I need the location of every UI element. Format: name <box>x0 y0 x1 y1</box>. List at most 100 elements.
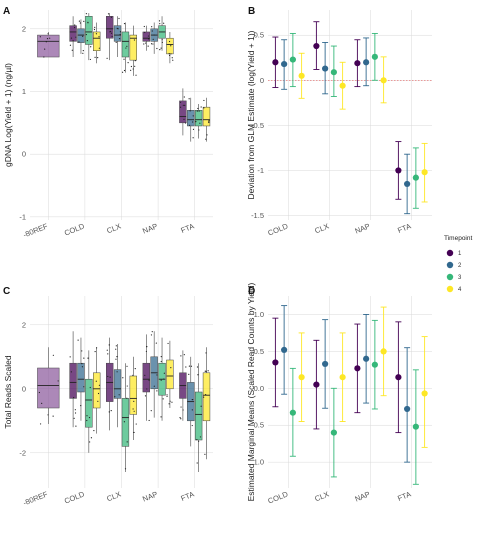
observation-point <box>208 121 210 123</box>
box-NAP-1 <box>142 25 150 51</box>
observation-point <box>188 124 191 126</box>
observation-point <box>126 397 128 399</box>
observation-point <box>75 36 77 38</box>
estimate-CLX-2 <box>322 41 329 95</box>
estimate-COLD-1 <box>272 36 279 88</box>
box-body <box>85 378 93 428</box>
x-tick-label: NAP <box>354 490 372 504</box>
observation-point <box>188 98 190 100</box>
observation-point <box>93 28 96 31</box>
observation-point <box>197 107 199 110</box>
observation-point <box>148 38 150 40</box>
y-tick-label: -1.5 <box>251 211 264 220</box>
box-CLX-2 <box>113 344 122 428</box>
observation-point <box>179 106 182 108</box>
observation-point <box>134 60 136 62</box>
observation-point <box>97 392 100 395</box>
y-axis-title: gDNA Log(Yield + 1) (ng/µl) <box>3 63 13 167</box>
y-tick-label: -2 <box>19 448 26 457</box>
observation-point <box>95 380 97 382</box>
observation-point <box>192 115 194 117</box>
estimate-point <box>298 72 305 79</box>
box-FTA-1 <box>179 88 187 136</box>
observation-point <box>184 122 187 124</box>
legend-swatch-2 <box>446 261 454 269</box>
observation-point <box>98 47 100 49</box>
observation-point <box>74 24 76 26</box>
observation-point <box>125 47 127 49</box>
observation-point <box>160 360 162 363</box>
estimate-NAP-4 <box>380 56 387 104</box>
y-tick-label: 1.0 <box>254 310 264 319</box>
observation-point <box>160 356 162 358</box>
estimate-point <box>272 359 279 366</box>
panel-c: C 2 0 -2 -80REF COLD CLX NAP FTA Total Reads Scal… <box>3 286 213 508</box>
estimate-COLD-4 <box>298 52 305 99</box>
observation-point <box>143 43 145 45</box>
box-COLD-1 <box>69 331 77 428</box>
observation-point <box>111 35 113 38</box>
observation-point <box>169 54 171 57</box>
observation-point <box>155 342 157 344</box>
observation-point <box>90 437 93 439</box>
observation-point <box>126 365 128 367</box>
observation-point <box>93 429 95 432</box>
observation-point <box>156 374 158 376</box>
observation-point <box>39 423 42 425</box>
y-tick-label: 2 <box>22 24 26 33</box>
x-tick-label: COLD <box>267 489 290 505</box>
observation-point <box>133 431 135 434</box>
box-COLD-1 <box>69 16 77 58</box>
observation-point <box>83 357 85 359</box>
estimate-point <box>322 360 329 368</box>
observation-point <box>147 45 149 47</box>
estimate-FTA-1 <box>395 321 402 434</box>
y-tick-label: 0 <box>260 76 264 85</box>
observation-point <box>95 33 98 35</box>
box-COLD-3 <box>85 350 93 453</box>
observation-point <box>119 33 121 36</box>
observation-point <box>46 38 49 40</box>
box-FTA-3 <box>194 104 203 139</box>
observation-point <box>79 22 81 24</box>
observation-point <box>130 65 132 68</box>
observation-point <box>89 386 91 389</box>
observation-point <box>207 370 209 372</box>
estimate-CLX-4 <box>339 61 346 110</box>
observation-point <box>132 408 134 410</box>
box-body <box>202 106 211 127</box>
observation-point <box>123 22 126 25</box>
x-tick-label: FTA <box>396 490 412 503</box>
box--80REF-ref <box>37 347 60 425</box>
observation-point <box>126 385 128 387</box>
observation-point <box>153 34 155 36</box>
box-body <box>166 359 174 390</box>
estimate-NAP-4 <box>380 306 387 397</box>
observation-point <box>204 370 206 372</box>
observation-point <box>98 36 100 38</box>
observation-point <box>124 468 127 470</box>
observation-point <box>203 396 205 398</box>
box-COLD-3 <box>85 13 93 61</box>
box-body <box>142 362 150 393</box>
box-body <box>85 16 93 45</box>
observation-point <box>97 57 99 59</box>
observation-point <box>203 99 205 102</box>
observation-point <box>108 411 110 413</box>
observation-point <box>199 436 202 438</box>
x-tick-label: CLX <box>313 222 330 236</box>
observation-point <box>106 57 108 59</box>
box-NAP-2 <box>150 331 158 418</box>
estimate-point <box>339 374 346 381</box>
x-tick-label: -80REF <box>22 489 50 507</box>
y-tick-label: 0 <box>22 150 26 159</box>
estimate-point <box>298 374 305 381</box>
panel-letter: A <box>3 6 10 17</box>
observation-point <box>172 59 174 61</box>
observation-point <box>70 371 72 373</box>
x-tick-label: CLX <box>313 490 330 504</box>
estimate-NAP-1 <box>354 39 361 88</box>
box-body <box>142 31 150 42</box>
x-tick-label: FTA <box>396 222 412 235</box>
